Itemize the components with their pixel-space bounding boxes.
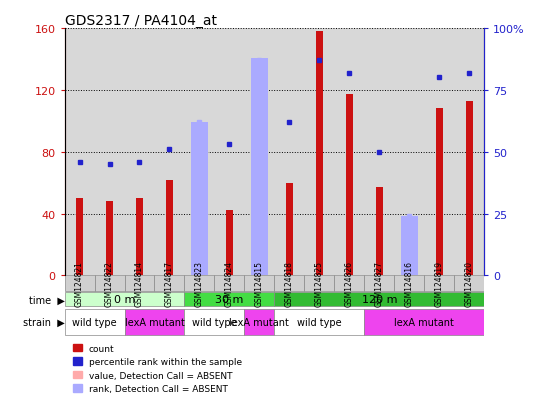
Bar [376,188,383,276]
FancyBboxPatch shape [124,276,154,292]
Bar [454,29,484,276]
Bar [424,29,454,276]
FancyBboxPatch shape [185,309,244,336]
Text: GSM124821: GSM124821 [75,261,84,306]
Bar [95,29,124,276]
Text: lexA mutant: lexA mutant [394,317,454,328]
Legend: count, percentile rank within the sample, value, Detection Call = ABSENT, rank, : count, percentile rank within the sample… [69,340,246,397]
Text: GSM124825: GSM124825 [315,261,324,306]
Text: GSM124820: GSM124820 [465,261,474,306]
FancyBboxPatch shape [274,309,364,336]
Text: GSM124823: GSM124823 [195,261,204,306]
Bar [124,29,154,276]
Bar [465,102,473,276]
Bar [191,123,208,276]
Bar [334,29,364,276]
FancyBboxPatch shape [154,276,185,292]
FancyBboxPatch shape [65,292,185,307]
Bar [345,95,353,276]
Text: GSM124826: GSM124826 [345,261,354,306]
Bar [244,29,274,276]
Text: lexA mutant: lexA mutant [229,317,289,328]
Bar [305,29,334,276]
Bar [436,109,443,276]
Bar [166,180,173,276]
Bar [274,29,305,276]
Bar [401,220,417,276]
Bar [316,32,323,276]
Bar [65,29,95,276]
FancyBboxPatch shape [424,276,454,292]
FancyBboxPatch shape [244,309,274,336]
Text: GDS2317 / PA4104_at: GDS2317 / PA4104_at [65,14,217,28]
Text: wild type: wild type [192,317,237,328]
FancyBboxPatch shape [185,292,274,307]
Bar [185,29,215,276]
FancyBboxPatch shape [65,309,124,336]
Text: wild type: wild type [72,317,117,328]
FancyBboxPatch shape [65,276,95,292]
Bar [191,159,208,276]
Bar [154,29,185,276]
Bar [394,29,424,276]
Text: GSM124827: GSM124827 [375,261,384,306]
Bar [286,183,293,276]
Bar [136,199,143,276]
FancyBboxPatch shape [185,276,215,292]
FancyBboxPatch shape [244,276,274,292]
Text: wild type: wild type [297,317,342,328]
Text: strain  ▶: strain ▶ [23,317,65,328]
Text: GSM124818: GSM124818 [285,261,294,306]
FancyBboxPatch shape [454,276,484,292]
Bar [106,202,113,276]
FancyBboxPatch shape [95,276,124,292]
FancyBboxPatch shape [364,309,484,336]
Text: time  ▶: time ▶ [29,294,65,304]
Bar [364,29,394,276]
FancyBboxPatch shape [215,276,244,292]
FancyBboxPatch shape [394,276,424,292]
FancyBboxPatch shape [124,309,185,336]
Text: GSM124816: GSM124816 [405,261,414,306]
FancyBboxPatch shape [274,276,305,292]
Bar [76,199,83,276]
Bar [401,216,417,276]
FancyBboxPatch shape [334,276,364,292]
FancyBboxPatch shape [364,276,394,292]
Text: GSM124817: GSM124817 [165,261,174,306]
Bar [251,71,267,276]
Text: GSM124814: GSM124814 [135,261,144,306]
Bar [215,29,244,276]
Text: GSM124822: GSM124822 [105,261,114,306]
Text: 30 m: 30 m [215,294,244,304]
FancyBboxPatch shape [274,292,484,307]
Text: GSM124819: GSM124819 [435,261,444,306]
Text: 120 m: 120 m [362,294,397,304]
Text: lexA mutant: lexA mutant [124,317,185,328]
Text: GSM124824: GSM124824 [225,261,234,306]
Text: 0 m: 0 m [114,294,135,304]
Bar [226,211,233,276]
Text: GSM124815: GSM124815 [255,261,264,306]
Bar [251,59,267,276]
FancyBboxPatch shape [305,276,334,292]
